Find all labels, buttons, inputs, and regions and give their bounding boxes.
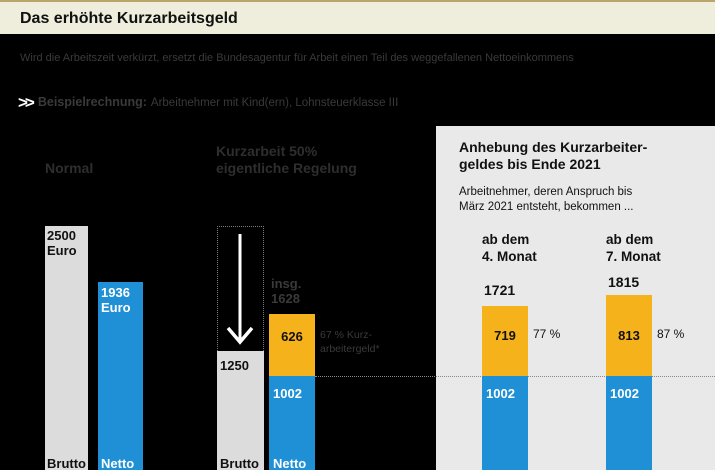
- bar-normal-brutto-value: 2500 Euro: [47, 228, 77, 258]
- bar-normal-netto-label: Netto: [101, 456, 135, 470]
- example-text: Arbeitnehmer mit Kind(ern), Lohnsteuerkl…: [150, 97, 399, 109]
- panel-note: Arbeitnehmer, deren Anspruch bis März 20…: [459, 185, 679, 215]
- period-7-monat: ab dem 7. Monat: [606, 231, 661, 265]
- double-chevron-right-icon: >>: [18, 93, 35, 112]
- page-title: Das erhöhte Kurzarbeitsgeld: [20, 10, 238, 27]
- increase-panel: [436, 126, 715, 470]
- bar-kurz-brutto: 1250 Brutto: [217, 351, 264, 470]
- kurz-percent: 67 % Kurz- arbeitergeld*: [320, 328, 380, 356]
- example-label: Beispielrechnung:: [37, 95, 147, 109]
- month4-total: 1721: [484, 282, 516, 298]
- kurzarbeit-heading: Kurzarbeit 50% eigentliche Regelung: [216, 143, 357, 177]
- reduction-outline: [217, 226, 264, 351]
- bar-month7-netto-value: 1002: [610, 386, 639, 401]
- bar-kurz-kug: 626: [269, 314, 315, 376]
- panel-title-line1: Anhebung des Kurzarbeiter-: [459, 139, 648, 155]
- panel-note-line1: Arbeitnehmer, deren Anspruch bis: [459, 186, 633, 198]
- bar-normal-brutto: 2500 Euro Brutto: [45, 226, 88, 470]
- bar-normal-netto: 1936 Euro Netto: [98, 282, 143, 470]
- normal-heading: Normal: [45, 160, 93, 177]
- kurz-total-value: 1628: [271, 291, 300, 306]
- kurz-total: insg. 1628: [271, 276, 301, 306]
- bar-month7-kug-value: 813: [618, 328, 640, 343]
- example-line: >> Beispielrechnung: Arbeitnehmer mit Kind…: [18, 93, 398, 113]
- normal-heading-text: Normal: [45, 160, 94, 176]
- panel-title: Anhebung des Kurzarbeiter- geldes bis En…: [459, 139, 679, 173]
- bar-month4-kug-value: 719: [494, 328, 516, 343]
- bar-kurz-netto-value: 1002: [273, 386, 302, 401]
- bar-kurz-kug-value: 626: [281, 329, 303, 344]
- kurz-percent-line2: arbeitergeld*: [320, 343, 380, 355]
- bar-kurz-netto-label: Netto: [273, 456, 307, 470]
- period-4-line1: ab dem: [482, 232, 530, 247]
- period-4-line2: 4. Monat: [482, 249, 537, 264]
- bar-kurz-brutto-value: 1250: [220, 358, 249, 373]
- period-7-line1: ab dem: [606, 232, 654, 247]
- bar-kurz-brutto-label: Brutto: [220, 456, 259, 470]
- bar-normal-brutto-label: Brutto: [47, 456, 86, 470]
- bar-month4-kug: 719: [482, 306, 528, 376]
- month4-percent: 77 %: [533, 327, 561, 341]
- bar-month4-netto: 1002: [482, 376, 528, 470]
- bar-month7-kug: 813: [606, 295, 652, 376]
- period-7-line2: 7. Monat: [606, 249, 661, 264]
- bar-normal-netto-value: 1936 Euro: [101, 285, 131, 315]
- bar-month7-netto: 1002: [606, 376, 652, 470]
- title-bar: Das erhöhte Kurzarbeitsgeld: [0, 0, 715, 34]
- kurz-total-prefix: insg.: [271, 276, 302, 291]
- bar-month4-netto-value: 1002: [486, 386, 515, 401]
- month7-percent: 87 %: [657, 327, 685, 341]
- kurzarbeit-heading-line2: eigentliche Regelung: [216, 160, 357, 176]
- bar-kurz-netto: 1002 Netto: [269, 376, 315, 470]
- panel-note-line2: März 2021 entsteht, bekommen ...: [459, 201, 634, 213]
- subtitle: Wird die Arbeitszeit verkürzt, ersetzt d…: [20, 52, 574, 64]
- kurzarbeit-heading-line1: Kurzarbeit 50%: [216, 143, 318, 159]
- period-4-monat: ab dem 4. Monat: [482, 231, 537, 265]
- arrow-down-icon: [226, 234, 254, 345]
- month7-total: 1815: [608, 274, 640, 290]
- panel-title-line2: geldes bis Ende 2021: [459, 156, 601, 172]
- kurz-percent-line1: 67 % Kurz-: [320, 329, 372, 341]
